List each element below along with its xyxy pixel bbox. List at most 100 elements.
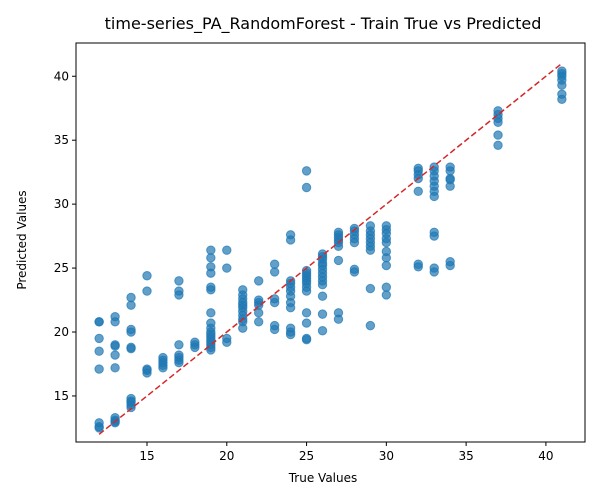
data-point [381,246,392,257]
y-axis: 15 20 25 30 35 40 [54,69,76,403]
data-point [365,320,376,331]
data-point [206,318,216,328]
data-point [238,285,248,295]
data-point [206,253,216,263]
data-point [142,364,152,374]
x-tick-label: 30 [379,449,394,463]
x-tick-label: 40 [538,449,553,463]
data-point [126,292,136,303]
data-point [94,364,104,374]
data-point [126,324,136,335]
data-point [222,245,232,255]
data-point [269,320,280,331]
data-point [206,308,216,318]
data-point [445,162,455,172]
y-tick-label: 40 [54,69,69,83]
data-point [413,259,423,269]
data-point [142,286,152,296]
data-point [429,162,439,172]
data-point [126,300,136,310]
data-point [174,286,184,296]
data-point [285,323,296,333]
data-point [269,294,280,304]
chart-title: time-series_PA_RandomForest - Train True… [105,14,542,34]
x-tick-label: 20 [219,449,234,463]
data-point [94,346,104,356]
data-point [381,260,392,271]
data-point [349,264,360,275]
data-point [174,340,184,350]
data-point [206,262,216,272]
y-tick-label: 25 [54,261,69,275]
y-tick-label: 35 [54,133,69,147]
data-point [206,245,216,255]
data-point [174,276,184,286]
data-point [253,308,264,318]
data-point [429,227,439,237]
data-point [142,271,152,281]
data-point [381,282,392,292]
data-point [493,140,503,151]
data-point [413,186,423,197]
data-point [110,340,120,350]
data-point [269,259,280,269]
x-tick-label: 25 [299,449,314,463]
data-point [206,282,216,292]
data-point [94,333,104,344]
data-point [285,230,296,240]
data-point [94,317,104,327]
data-point [365,221,376,231]
data-point [301,308,312,318]
data-point [126,342,136,353]
data-point [301,265,312,276]
data-point [110,363,120,373]
y-tick-label: 15 [54,389,69,403]
data-point [557,66,567,76]
data-point [333,227,344,237]
data-point [413,163,423,174]
data-point [445,173,455,184]
data-point [253,295,264,305]
data-point [158,352,168,363]
data-point [222,333,232,344]
data-point [269,267,280,277]
y-axis-label: Predicted Values [15,190,29,289]
data-point [174,350,184,360]
data-point [557,89,567,99]
y-tick-label: 30 [54,197,69,211]
data-point [110,350,120,360]
data-point [349,223,360,234]
data-point [381,290,392,300]
data-point [493,130,503,140]
reference-line [98,62,563,435]
x-tick-label: 35 [458,449,473,463]
data-point [317,291,328,301]
data-point [493,106,503,116]
data-point [301,182,312,193]
plot-area-frame [75,42,586,443]
data-point [301,318,312,328]
x-axis: 15 20 25 30 35 40 [139,442,554,463]
data-point [429,263,439,273]
data-point [126,393,136,404]
x-tick-label: 15 [139,449,154,463]
points-layer [94,66,567,433]
data-point [190,337,200,347]
data-point [317,326,328,336]
data-point [253,276,264,286]
data-point [445,256,455,267]
data-point [317,309,328,319]
x-axis-label: True Values [288,471,358,485]
data-point [365,283,376,294]
data-point [253,317,264,327]
data-point [94,418,104,428]
data-point [333,308,344,318]
y-tick-label: 20 [54,325,69,339]
data-point [222,263,232,273]
data-point [301,166,312,176]
data-point [110,311,120,322]
data-point [301,333,312,344]
data-point [381,221,392,231]
data-point [333,255,344,266]
